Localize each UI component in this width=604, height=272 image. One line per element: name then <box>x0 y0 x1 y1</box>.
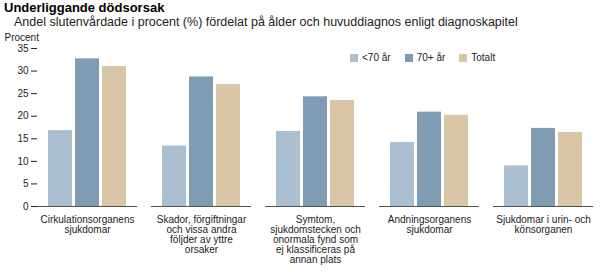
svg-text:35: 35 <box>17 43 29 54</box>
html-text:<70 år: <70 år <box>362 52 391 63</box>
svg-text:Cirkulationsorganenssjukdomar: Cirkulationsorganenssjukdomar <box>41 214 135 235</box>
html-text:Totalt: Totalt <box>471 52 496 63</box>
svg-text:Skador, förgiftningaroch vissa: Skador, förgiftningaroch vissa andrafölj… <box>157 214 247 255</box>
svg-text:15: 15 <box>17 133 29 144</box>
html-text:Andel slutenvårdade i procent: Andel slutenvårdade i procent (%) fördel… <box>14 15 518 29</box>
svg-text:0: 0 <box>23 201 29 212</box>
svg-text:Procent: Procent <box>5 32 40 43</box>
svg-text:Sjukdomar i urin- ochkönsorgan: Sjukdomar i urin- ochkönsorganen <box>496 214 590 235</box>
svg-text:10: 10 <box>17 156 29 167</box>
svg-text:25: 25 <box>17 88 29 99</box>
svg-text:Andningsorganenssjukdomar: Andningsorganenssjukdomar <box>388 214 471 235</box>
html-text:70+ år: 70+ år <box>416 52 446 63</box>
svg-text:20: 20 <box>17 110 29 121</box>
svg-text:5: 5 <box>23 178 29 189</box>
svg-text:30: 30 <box>17 65 29 76</box>
html-text:Underliggande dödsorsak: Underliggande dödsorsak <box>4 0 165 15</box>
svg-text:Symtom,sjukdomstecken ochonorm: Symtom,sjukdomstecken ochonormala fynd s… <box>270 214 361 265</box>
